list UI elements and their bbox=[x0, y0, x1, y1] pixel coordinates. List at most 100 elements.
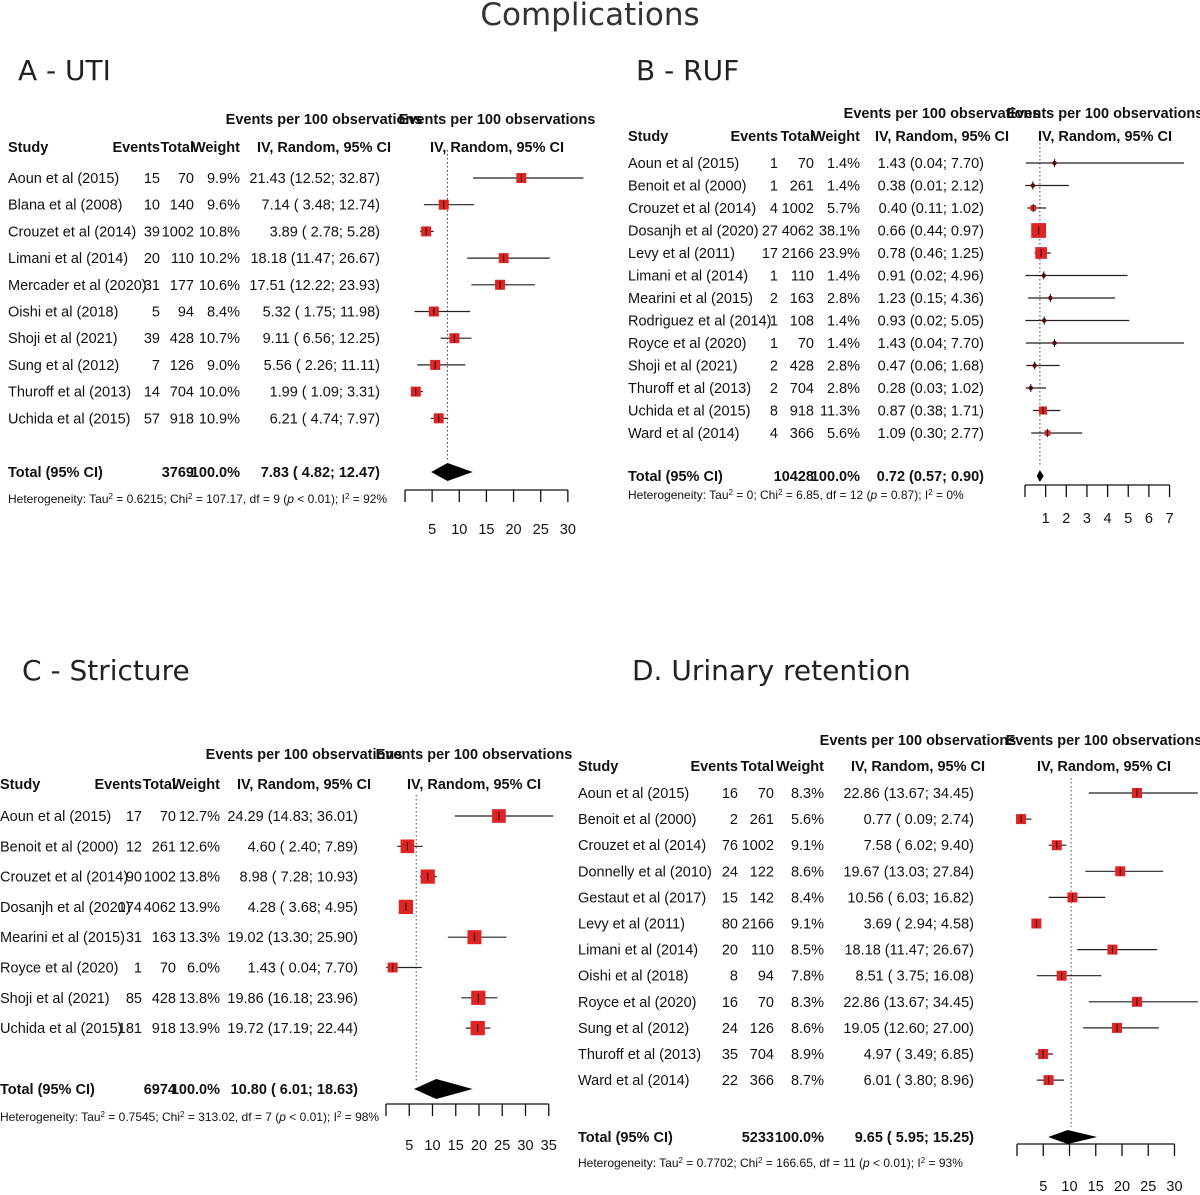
plot-header-top: Events per 100 observations bbox=[1007, 106, 1200, 122]
study-ci: 0.28 (0.03; 1.02) bbox=[878, 381, 984, 397]
study-weight: 2.8% bbox=[827, 291, 860, 307]
column-header-effect-top: Events per 100 observations bbox=[226, 112, 423, 128]
study-events: 35 bbox=[722, 1047, 738, 1063]
study-weight: 5.6% bbox=[791, 812, 824, 828]
study-weight: 13.9% bbox=[179, 900, 220, 916]
study-weight: 10.0% bbox=[199, 385, 240, 401]
plot-header-bottom: IV, Random, 95% CI bbox=[407, 777, 541, 793]
study-label: Shoji et al (2021) bbox=[8, 331, 118, 347]
study-label: Royce et al (2020) bbox=[628, 336, 746, 352]
plot-header-bottom: IV, Random, 95% CI bbox=[1038, 129, 1172, 145]
x-axis-tick-label: 35 bbox=[541, 1138, 557, 1154]
study-ci: 18.18 (11.47; 26.67) bbox=[844, 943, 974, 959]
study-label: Aoun et al (2015) bbox=[628, 156, 739, 172]
panel-title: C - Stricture bbox=[22, 654, 190, 687]
total-label: Total (95% CI) bbox=[628, 469, 723, 485]
heterogeneity-text: Heterogeneity: Tau2 = 0.7702; Chi2 = 166… bbox=[578, 1156, 963, 1171]
total-count: 3769 bbox=[162, 465, 194, 481]
study-label: Levy et al (2011) bbox=[628, 246, 735, 262]
study-ci: 4.60 ( 2.40; 7.89) bbox=[248, 839, 358, 855]
total-label: Total (95% CI) bbox=[578, 1130, 673, 1146]
study-ci: 19.86 (16.18; 23.96) bbox=[227, 991, 358, 1007]
study-weight: 9.1% bbox=[791, 838, 824, 854]
column-header-effect-top: Events per 100 observations bbox=[844, 106, 1041, 122]
study-weight: 8.9% bbox=[791, 1047, 824, 1063]
study-ci: 0.87 (0.38; 1.71) bbox=[878, 404, 984, 420]
study-weight: 23.9% bbox=[819, 246, 860, 262]
column-header-total: Total bbox=[160, 140, 194, 156]
column-header-effect-bottom: IV, Random, 95% CI bbox=[851, 759, 985, 775]
figure-title: Complications bbox=[480, 0, 699, 33]
study-events: 7 bbox=[152, 358, 160, 374]
study-weight: 10.2% bbox=[199, 251, 240, 267]
study-total: 126 bbox=[170, 358, 194, 374]
x-axis-tick-label: 20 bbox=[471, 1138, 487, 1154]
study-total: 1002 bbox=[162, 224, 194, 240]
plot-header-top: Events per 100 observations bbox=[1006, 733, 1200, 749]
study-ci: 9.11 ( 6.56; 12.25) bbox=[263, 331, 380, 347]
study-ci: 1.09 (0.30; 2.77) bbox=[878, 426, 984, 442]
study-events: 27 bbox=[762, 224, 778, 240]
study-ci: 22.86 (13.67; 34.45) bbox=[843, 786, 974, 802]
total-weight: 100.0% bbox=[191, 465, 240, 481]
plot-header-top: Events per 100 observations bbox=[376, 747, 573, 763]
total-ci: 9.65 ( 5.95; 15.25) bbox=[855, 1130, 974, 1146]
study-events: 80 bbox=[722, 917, 738, 933]
study-weight: 1.4% bbox=[827, 269, 860, 285]
study-events: 31 bbox=[126, 930, 142, 946]
column-header-study: Study bbox=[0, 777, 40, 793]
column-header-effect-top: Events per 100 observations bbox=[206, 747, 403, 763]
study-weight: 1.4% bbox=[827, 336, 860, 352]
x-axis-tick-label: 25 bbox=[494, 1138, 510, 1154]
study-events: 22 bbox=[722, 1073, 738, 1089]
study-label: Rodriguez et al (2014) bbox=[628, 314, 771, 330]
study-total: 70 bbox=[798, 336, 814, 352]
study-label: Benoit et al (2000) bbox=[628, 179, 747, 195]
plot-header-top: Events per 100 observations bbox=[399, 112, 596, 128]
x-axis-tick-label: 1 bbox=[1042, 511, 1050, 527]
study-total: 140 bbox=[170, 198, 194, 214]
study-events: 1 bbox=[770, 314, 778, 330]
study-total: 110 bbox=[171, 251, 194, 267]
study-ci: 6.01 ( 3.80; 8.96) bbox=[864, 1073, 974, 1089]
study-label: Gestaut et al (2017) bbox=[578, 890, 706, 906]
study-events: 20 bbox=[722, 943, 738, 959]
study-weight: 38.1% bbox=[819, 224, 860, 240]
total-weight: 100.0% bbox=[811, 469, 860, 485]
study-ci: 1.43 ( 0.04; 7.70) bbox=[248, 961, 358, 977]
pooled-diamond bbox=[1048, 1130, 1098, 1144]
study-events: 1 bbox=[770, 179, 778, 195]
x-axis-tick-label: 10 bbox=[1061, 1179, 1077, 1195]
study-label: Benoit et al (2000) bbox=[578, 812, 697, 828]
study-weight: 10.7% bbox=[199, 331, 240, 347]
column-header-total: Total bbox=[740, 759, 774, 775]
x-axis-tick-label: 3 bbox=[1083, 511, 1091, 527]
study-total: 70 bbox=[160, 961, 176, 977]
study-label: Dosanjh et al (2020) bbox=[628, 224, 759, 240]
study-label: Mearini et al (2015) bbox=[0, 930, 125, 946]
column-header-events: Events bbox=[730, 129, 778, 145]
study-label: Mercader et al (2020) bbox=[8, 278, 147, 294]
x-axis-tick-label: 15 bbox=[1088, 1179, 1104, 1195]
study-weight: 7.8% bbox=[791, 969, 824, 985]
study-label: Limani et al (2014) bbox=[8, 251, 128, 267]
x-axis-tick-label: 10 bbox=[451, 522, 467, 538]
study-events: 14 bbox=[144, 385, 160, 401]
study-ci: 8.98 ( 7.28; 10.93) bbox=[240, 870, 359, 886]
study-total: 704 bbox=[790, 381, 814, 397]
study-ci: 17.51 (12.22; 23.93) bbox=[249, 278, 380, 294]
forest-panel-4: D. Urinary retention Study Events Total Weig… bbox=[578, 654, 1200, 1195]
study-label: Aoun et al (2015) bbox=[8, 171, 119, 187]
x-axis-tick-label: 6 bbox=[1145, 511, 1153, 527]
column-header-weight: Weight bbox=[812, 129, 860, 145]
column-header-effect-bottom: IV, Random, 95% CI bbox=[875, 129, 1009, 145]
study-events: 2 bbox=[730, 812, 738, 828]
panel-title: A - UTI bbox=[18, 54, 111, 87]
study-ci: 18.18 (11.47; 26.67) bbox=[250, 251, 380, 267]
study-ci: 0.66 (0.44; 0.97) bbox=[878, 224, 984, 240]
study-events: 76 bbox=[722, 838, 738, 854]
study-total: 704 bbox=[170, 385, 194, 401]
study-weight: 9.9% bbox=[207, 171, 240, 187]
study-events: 5 bbox=[152, 305, 160, 321]
